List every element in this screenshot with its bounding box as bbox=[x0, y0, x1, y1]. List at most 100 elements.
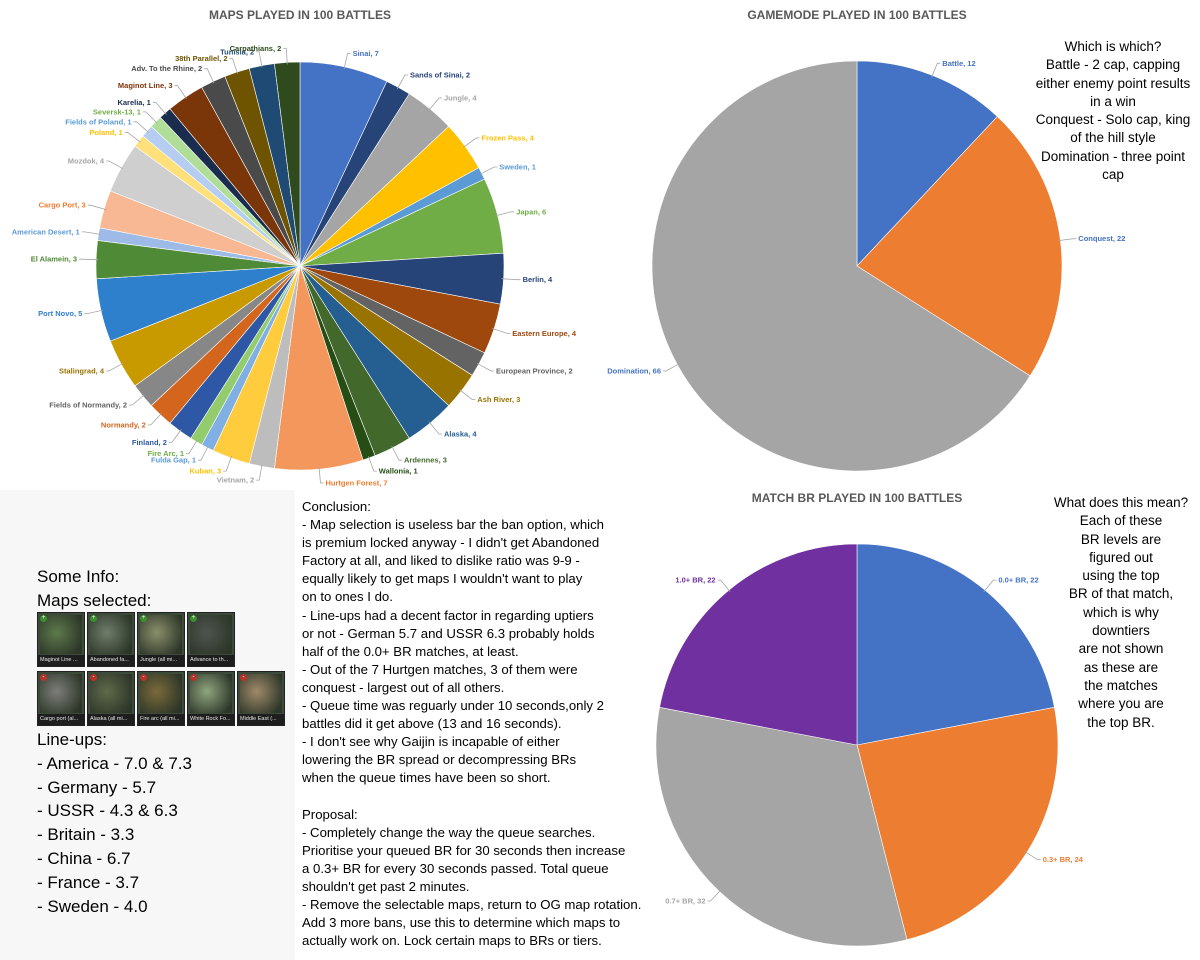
dislike-icon: - bbox=[90, 674, 97, 681]
data-label: Ardennes, 3 bbox=[404, 456, 447, 465]
proposal-line: actually work on. Lock certain maps to B… bbox=[302, 933, 602, 949]
gamemode-explanation: Which is which? Battle - 2 cap, capping … bbox=[1035, 39, 1191, 183]
lineup-item: - Britain - 3.3 bbox=[37, 825, 135, 845]
map-preview bbox=[140, 615, 182, 654]
like-icon: + bbox=[40, 615, 47, 622]
map-caption: Middle East (... bbox=[238, 714, 284, 725]
conclusion-line: - Line-ups had a decent factor in regard… bbox=[302, 607, 594, 623]
data-label: 0.0+ BR, 22 bbox=[998, 576, 1038, 585]
leader-line bbox=[343, 52, 351, 69]
data-label: Carpathians, 2 bbox=[230, 44, 282, 53]
map-thumbnail[interactable]: - Middle East (... bbox=[237, 671, 285, 726]
leader-line bbox=[495, 211, 515, 217]
map-thumbnail[interactable]: + Jungle (all mi... bbox=[137, 612, 185, 667]
leader-line bbox=[142, 111, 158, 124]
dislike-icon: - bbox=[40, 674, 47, 681]
data-label: Ash River, 3 bbox=[477, 395, 520, 404]
data-label: Conquest, 22 bbox=[1078, 234, 1125, 243]
map-preview bbox=[140, 674, 182, 713]
leader-line bbox=[707, 889, 722, 902]
data-label: Fields of Poland, 1 bbox=[65, 117, 131, 126]
chart-title: GAMEMODE PLAYED IN 100 BATTLES bbox=[747, 8, 966, 22]
leader-line bbox=[491, 328, 511, 334]
map-preview bbox=[190, 615, 232, 654]
data-label: Battle, 12 bbox=[942, 59, 975, 68]
leader-line bbox=[81, 231, 101, 235]
leader-line bbox=[198, 445, 209, 461]
map-thumbnail[interactable]: + Maginot Line ... bbox=[37, 612, 85, 667]
conclusion-line: is premium locked anyway - I didn't get … bbox=[302, 535, 600, 551]
dislike-icon: - bbox=[240, 674, 247, 681]
leader-line bbox=[428, 97, 442, 111]
leader-line bbox=[663, 363, 680, 372]
leader-line bbox=[1024, 851, 1041, 861]
gamemode-pie-chart: GAMEMODE PLAYED IN 100 BATTLES Battle, 1… bbox=[607, 8, 1125, 472]
data-label: Wallonia, 1 bbox=[379, 467, 418, 476]
data-label: Frozen Pass, 4 bbox=[481, 133, 534, 142]
map-caption: Fire arc (all mi... bbox=[138, 714, 184, 725]
map-preview bbox=[40, 674, 82, 713]
data-label: 0.7+ BR, 32 bbox=[665, 897, 705, 906]
leader-line bbox=[147, 413, 162, 426]
leader-line bbox=[256, 464, 263, 481]
leader-line bbox=[186, 439, 198, 455]
map-thumbnail[interactable]: - Fire arc (all mi... bbox=[137, 671, 185, 726]
lineup-item: - USSR - 4.3 & 6.3 bbox=[37, 801, 178, 821]
conclusion-line: - Queue time was reguarly under 10 secon… bbox=[302, 698, 605, 714]
leader-line bbox=[256, 51, 263, 68]
conclusion-text: Conclusion: - Map selection is useless b… bbox=[302, 498, 662, 950]
map-thumbnail[interactable]: + Abandoned fa... bbox=[87, 612, 135, 667]
leader-line bbox=[152, 102, 167, 115]
dislike-icon: - bbox=[190, 674, 197, 681]
map-caption: Advance to th... bbox=[188, 655, 234, 666]
leader-line bbox=[501, 278, 521, 281]
lineup-item: - China - 6.7 bbox=[37, 848, 131, 868]
br-explanation: What does this mean? Each of these BR le… bbox=[1053, 495, 1189, 730]
data-label: 0.3+ BR, 24 bbox=[1043, 855, 1084, 864]
leader-line bbox=[479, 166, 498, 175]
data-label: Finland, 2 bbox=[132, 438, 167, 447]
map-thumbnail[interactable]: + Advance to th... bbox=[187, 612, 235, 667]
data-label: Japan, 6 bbox=[516, 207, 546, 216]
leader-line bbox=[223, 455, 232, 472]
leader-line bbox=[396, 74, 408, 90]
map-preview bbox=[240, 674, 282, 713]
map-thumbnail[interactable]: - White Rock Fo... bbox=[187, 671, 235, 726]
map-thumbnail[interactable]: - Alaska (all mi... bbox=[87, 671, 135, 726]
maps-pie-chart: MAPS PLAYED IN 100 BATTLES Sinai, 7 Sands… bbox=[12, 8, 577, 488]
data-label: Vietnam, 2 bbox=[217, 476, 254, 485]
data-label: Eastern Europe, 4 bbox=[512, 329, 577, 338]
conclusion-line: - I don't see why Gaijin is incapable of… bbox=[302, 734, 560, 750]
data-label: Seversk-13, 1 bbox=[93, 107, 141, 116]
map-preview bbox=[90, 615, 132, 654]
data-label: Normandy, 2 bbox=[101, 420, 146, 429]
conclusion-line: Factory at all, and liked to dislike rat… bbox=[302, 553, 580, 569]
map-preview bbox=[190, 674, 232, 713]
leader-line bbox=[368, 455, 377, 472]
map-thumbnail[interactable]: - Cargo port (al... bbox=[37, 671, 85, 726]
data-label: Stalingrad, 4 bbox=[59, 367, 105, 376]
data-label: Poland, 1 bbox=[89, 128, 122, 137]
data-label: Berlin, 4 bbox=[523, 275, 553, 284]
conclusion-lines: - Map selection is useless bar the ban o… bbox=[302, 516, 662, 787]
lineup-item: - America - 7.0 & 7.3 bbox=[37, 753, 192, 773]
maps-selected-heading: Maps selected: bbox=[37, 591, 152, 610]
conclusion-line: on to ones I do. bbox=[302, 589, 393, 605]
leader-line bbox=[79, 258, 99, 261]
leader-line bbox=[168, 429, 182, 443]
conclusion-line: or not - German 5.7 and USSR 6.3 probabl… bbox=[302, 625, 595, 641]
data-label: Hurtgen Forest, 7 bbox=[326, 479, 388, 488]
proposal-line: - Completely change the way the queue se… bbox=[302, 824, 596, 840]
conclusion-heading: Conclusion: bbox=[302, 499, 371, 514]
data-label: Kuban, 3 bbox=[190, 467, 222, 476]
leader-line bbox=[84, 309, 103, 315]
data-label: European Province, 2 bbox=[496, 367, 573, 376]
selected-maps-grid: + Maginot Line ... + Abandoned fa... + Jungle… bbox=[37, 612, 297, 730]
selected-maps-row: + Maginot Line ... + Abandoned fa... + Jungle… bbox=[37, 612, 297, 667]
leader-line bbox=[459, 389, 476, 401]
data-label: 1.0+ BR, 22 bbox=[675, 576, 715, 585]
leader-line bbox=[124, 131, 141, 143]
lineups-block: Line-ups: - America - 7.0 & 7.3 - Germany… bbox=[37, 728, 192, 918]
data-label: Sinai, 7 bbox=[353, 49, 379, 58]
leader-line bbox=[106, 160, 124, 170]
